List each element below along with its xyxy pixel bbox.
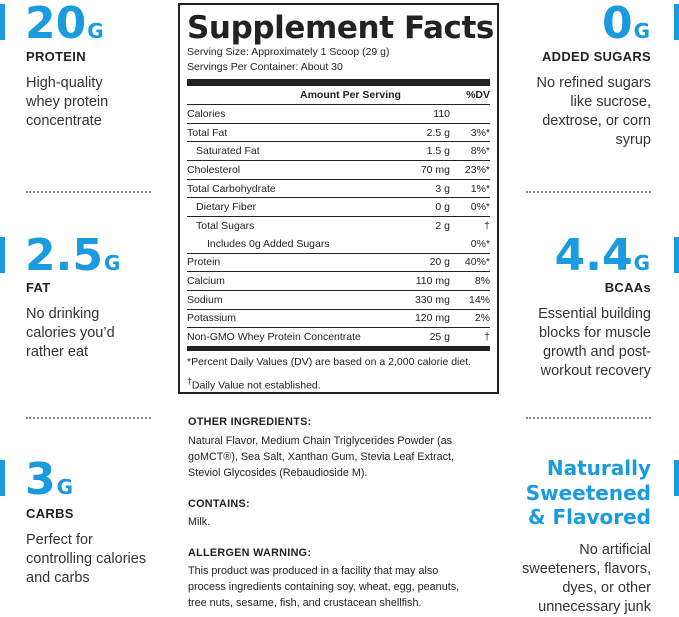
accent-bar	[0, 237, 5, 273]
facts-row: Calcium 110 mg 8%	[187, 272, 490, 291]
facts-row: Calories 110	[187, 105, 490, 124]
stat-description: Essential building blocks for muscle growt…	[538, 306, 651, 379]
facts-header: Amount Per Serving %DV	[187, 86, 490, 105]
stat-label: FAT	[26, 280, 51, 295]
allergen-text: This product was produced in a facility …	[188, 565, 460, 609]
divider	[26, 417, 151, 419]
facts-row: Includes 0g Added Sugars 0%*	[187, 235, 490, 254]
naturally-sweetened-headline: Naturally Sweetened & Flavored	[525, 456, 651, 529]
divider	[187, 345, 490, 351]
other-ingredients-heading: OTHER INGREDIENTS:	[188, 416, 312, 428]
stat-label: ADDED SUGARS	[541, 49, 651, 64]
facts-title: Supplement Facts	[187, 10, 494, 46]
stat-value: 4.4G	[554, 230, 650, 281]
stat-description: High-quality whey protein concentrate	[26, 75, 109, 129]
facts-row: Total Carbohydrate 3 g 1%*	[187, 180, 490, 199]
stat-description: No drinking calories you’d rather eat	[26, 306, 115, 360]
facts-row: Saturated Fat 1.5 g 8%*	[187, 142, 490, 162]
facts-row: Total Fat 2.5 g 3%*	[187, 124, 490, 143]
divider	[26, 191, 151, 193]
divider	[526, 417, 651, 419]
accent-bar	[0, 4, 5, 40]
stat-label: PROTEIN	[26, 49, 86, 64]
accent-bar	[0, 460, 5, 496]
facts-row: Total Sugars 2 g †	[196, 219, 490, 232]
stat-value: 20G	[25, 0, 104, 49]
servings-per-container: Servings Per Container: About 30	[187, 61, 343, 73]
stat-description: No artificial sweeteners, flavors, dyes, o…	[522, 542, 651, 615]
allergen-heading: ALLERGEN WARNING:	[188, 547, 312, 559]
stat-value: 3G	[25, 454, 74, 505]
amount-header: Amount Per Serving	[300, 89, 401, 101]
serving-size: Serving Size: Approximately 1 Scoop (29 …	[187, 46, 390, 58]
stat-label: CARBS	[26, 506, 74, 521]
supplement-facts-panel: Supplement Facts Serving Size: Approxima…	[178, 3, 499, 394]
facts-row: Cholesterol 70 mg 23%*	[187, 161, 490, 180]
facts-row: Sodium 330 mg 14%	[187, 291, 490, 310]
footnote-dagger: †Daily Value not established.	[187, 375, 321, 392]
divider	[526, 191, 651, 193]
facts-row: Potassium 120 mg 2%	[187, 310, 490, 329]
contains-heading: CONTAINS:	[188, 498, 250, 510]
stat-value: 2.5G	[25, 230, 121, 281]
stat-label: BCAAs	[604, 280, 651, 295]
divider	[187, 79, 490, 86]
accent-bar	[674, 460, 679, 496]
ingredients-section: OTHER INGREDIENTS: Natural Flavor, Mediu…	[188, 414, 498, 611]
facts-row: Protein 20 g 40%*	[187, 254, 490, 273]
contains-text: Milk.	[188, 516, 211, 528]
stat-description: Perfect for controlling calories and carbs	[26, 532, 147, 586]
dv-header: %DV	[466, 89, 490, 101]
facts-row: Dietary Fiber 0 g 0%*	[187, 198, 490, 218]
accent-bar	[674, 4, 679, 40]
stat-description: No refined sugars like sucrose, dextrose, …	[536, 75, 651, 148]
facts-row: Non-GMO Whey Protein Concentrate 25 g †	[187, 331, 490, 344]
stat-value: 0G	[601, 0, 650, 49]
accent-bar	[674, 237, 679, 273]
footnote-dv: *Percent Daily Values (DV) are based on …	[187, 355, 472, 368]
other-ingredients-text: Natural Flavor, Medium Chain Triglycerid…	[188, 435, 454, 479]
